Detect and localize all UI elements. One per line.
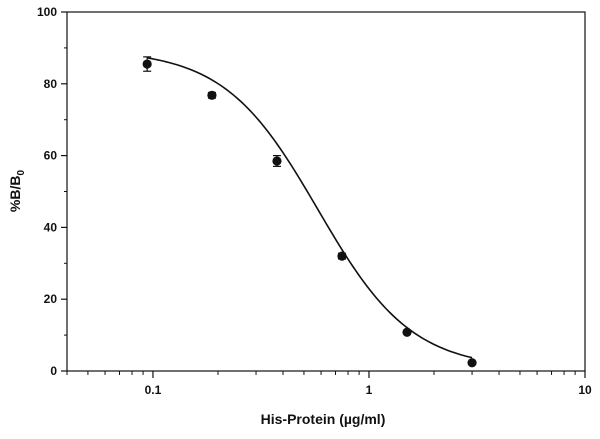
data-point	[142, 59, 152, 69]
y-axis-title-subscript: 0	[16, 170, 27, 176]
x-tick-label: 0.1	[145, 383, 162, 397]
x-tick-label: 10	[578, 383, 592, 397]
fit-curve-layer	[147, 57, 473, 359]
data-point	[467, 358, 477, 368]
fit-curve	[147, 57, 473, 359]
y-tick-label: 100	[37, 5, 57, 19]
x-axis-title: His-Protein (µg/ml)	[261, 411, 386, 427]
x-tick-label: 1	[366, 383, 373, 397]
data-point	[337, 251, 347, 261]
y-tick-label: 20	[44, 292, 58, 306]
y-tick-label: 80	[44, 77, 58, 91]
y-axis-title-main: %B/B	[7, 176, 23, 213]
data-point	[272, 156, 282, 166]
data-point	[207, 90, 217, 100]
y-tick-label: 60	[44, 149, 58, 163]
axes: 0 20 40 60 80 100 0.1 1 10	[37, 5, 592, 397]
data-points-layer	[142, 56, 477, 368]
y-tick-label: 40	[44, 220, 58, 234]
y-tick-label: 0	[50, 364, 57, 378]
data-point	[402, 327, 412, 337]
y-axis-title: %B/B0	[7, 170, 27, 213]
